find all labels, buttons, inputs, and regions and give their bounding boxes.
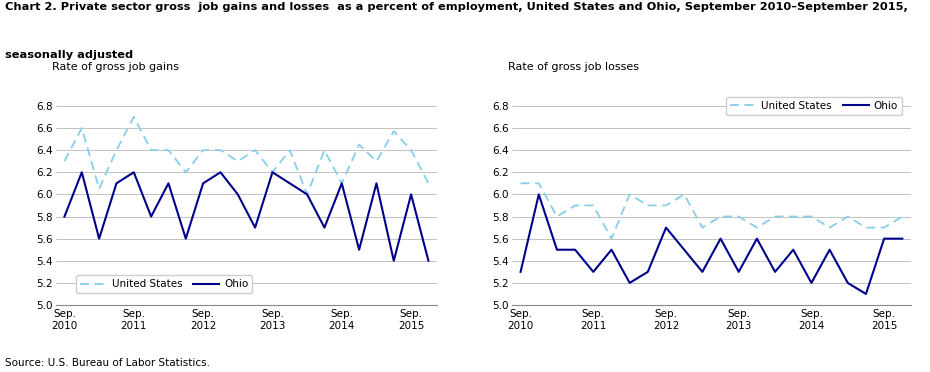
United States — [371, 159, 382, 163]
Ohio — [788, 247, 799, 252]
Text: Rate of gross job gains: Rate of gross job gains — [52, 62, 179, 72]
United States — [405, 148, 417, 153]
United States — [180, 170, 192, 174]
United States — [624, 192, 635, 197]
United States — [733, 214, 744, 219]
United States — [423, 181, 434, 186]
United States — [388, 129, 399, 134]
Ohio — [769, 270, 780, 274]
Text: Source: U.S. Bureau of Labor Statistics.: Source: U.S. Bureau of Labor Statistics. — [5, 358, 209, 368]
Ohio — [588, 270, 599, 274]
United States — [643, 203, 654, 208]
Ohio — [180, 237, 192, 241]
United States — [232, 159, 244, 163]
United States — [569, 203, 580, 208]
Ohio — [606, 247, 618, 252]
Ohio — [59, 214, 70, 219]
United States — [824, 225, 835, 230]
Ohio — [751, 237, 763, 241]
Ohio — [733, 270, 744, 274]
United States — [588, 203, 599, 208]
Ohio — [423, 259, 434, 263]
United States — [128, 115, 140, 119]
Ohio — [94, 237, 105, 241]
Ohio — [267, 170, 278, 174]
Ohio — [569, 247, 580, 252]
United States — [751, 225, 763, 230]
United States — [267, 170, 278, 174]
United States — [94, 187, 105, 191]
Ohio — [624, 281, 635, 285]
Ohio — [805, 281, 817, 285]
Ohio — [232, 192, 244, 197]
United States — [769, 214, 780, 219]
Text: Rate of gross job losses: Rate of gross job losses — [508, 62, 639, 72]
United States — [860, 225, 871, 230]
Ohio — [824, 247, 835, 252]
United States — [111, 148, 122, 153]
United States — [805, 214, 817, 219]
United States — [59, 159, 70, 163]
Ohio — [533, 192, 544, 197]
United States — [660, 203, 671, 208]
Ohio — [897, 237, 908, 241]
United States — [843, 214, 854, 219]
United States — [606, 237, 618, 241]
Line: United States: United States — [521, 183, 902, 239]
United States — [697, 225, 708, 230]
United States — [515, 181, 526, 186]
Ohio — [301, 192, 312, 197]
Ohio — [197, 181, 208, 186]
Ohio — [660, 225, 671, 230]
United States — [285, 148, 296, 153]
Ohio — [128, 170, 140, 174]
Ohio — [319, 225, 330, 230]
United States — [336, 181, 347, 186]
Line: Ohio: Ohio — [64, 172, 429, 261]
United States — [715, 214, 726, 219]
Ohio — [388, 259, 399, 263]
Ohio — [715, 237, 726, 241]
Ohio — [145, 214, 156, 219]
Ohio — [879, 237, 890, 241]
Ohio — [76, 170, 87, 174]
Legend: United States, Ohio: United States, Ohio — [76, 275, 252, 294]
United States — [76, 126, 87, 130]
United States — [551, 214, 563, 219]
Text: seasonally adjusted: seasonally adjusted — [5, 50, 133, 60]
Ohio — [371, 181, 382, 186]
United States — [879, 225, 890, 230]
Ohio — [336, 181, 347, 186]
Ohio — [515, 270, 526, 274]
United States — [301, 192, 312, 197]
Line: United States: United States — [64, 117, 429, 195]
Ohio — [405, 192, 417, 197]
Ohio — [353, 247, 365, 252]
United States — [319, 148, 330, 153]
Ohio — [679, 247, 690, 252]
Line: Ohio: Ohio — [521, 195, 902, 294]
Text: Chart 2. Private sector gross  job gains and losses  as a percent of employment,: Chart 2. Private sector gross job gains … — [5, 2, 908, 12]
Ohio — [111, 181, 122, 186]
Ohio — [551, 247, 563, 252]
United States — [215, 148, 226, 153]
Ohio — [643, 270, 654, 274]
Ohio — [215, 170, 226, 174]
Ohio — [843, 281, 854, 285]
Legend: United States, Ohio: United States, Ohio — [726, 97, 902, 115]
United States — [197, 148, 208, 153]
United States — [897, 214, 908, 219]
United States — [679, 192, 690, 197]
Ohio — [860, 292, 871, 296]
Ohio — [697, 270, 708, 274]
United States — [145, 148, 156, 153]
Ohio — [249, 225, 260, 230]
United States — [163, 148, 174, 153]
Ohio — [285, 181, 296, 186]
United States — [249, 148, 260, 153]
United States — [788, 214, 799, 219]
Ohio — [163, 181, 174, 186]
United States — [353, 142, 365, 147]
United States — [533, 181, 544, 186]
